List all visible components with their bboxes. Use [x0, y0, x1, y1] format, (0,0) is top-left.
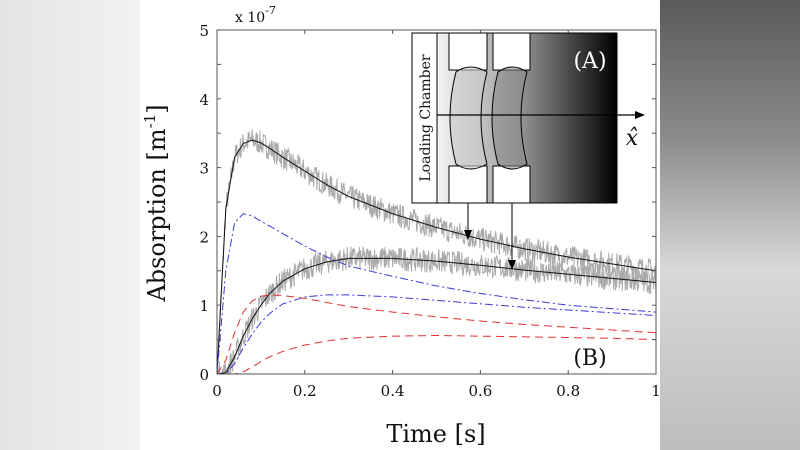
x-tick-label: 0.2 — [293, 382, 317, 400]
electrode — [448, 32, 488, 71]
background-left — [0, 0, 140, 450]
cell-region — [491, 66, 528, 170]
label-a: (A) — [573, 49, 606, 74]
arrow-down-icon — [508, 260, 516, 270]
x-tick-label: 1 — [651, 382, 661, 400]
series-line-1-solid — [216, 257, 657, 375]
x-axis-label: Time [s] — [386, 420, 485, 448]
electrode — [492, 32, 531, 71]
y-tick-label: 0 — [199, 366, 209, 384]
series-line-4-dashed — [216, 294, 656, 375]
y-tick-label: 4 — [199, 91, 209, 109]
x-tick-label: 0 — [212, 382, 222, 400]
series-line-2-dashdot — [216, 213, 657, 375]
background-right — [660, 0, 800, 450]
electrode — [448, 165, 488, 204]
y-tick-label: 1 — [199, 297, 209, 315]
series-line-3-dashdot — [217, 294, 656, 375]
x-tick-label: 0.4 — [381, 382, 405, 400]
series-lines — [216, 139, 657, 375]
x-tick-label: 0.6 — [468, 382, 492, 400]
series-line-5-dashed — [217, 335, 656, 375]
y-tick-label: 3 — [199, 160, 209, 178]
series-line-0-solid — [216, 139, 657, 375]
y-tick-label: 2 — [199, 228, 209, 246]
arrow-down-icon — [464, 230, 472, 240]
y-axis-label: Absorption [m-1] — [141, 104, 171, 302]
loading-chamber-label: Loading Chamber — [418, 54, 434, 182]
x-tick-label: 0.8 — [556, 382, 580, 400]
y-tick-label: 5 — [199, 22, 209, 40]
arrowhead-icon — [635, 111, 645, 119]
inset-diagram: Loading Chamber (A) x̂ — [411, 32, 645, 270]
cell-region — [449, 66, 488, 170]
electrode — [492, 165, 531, 204]
multiplier: x 10-7 — [235, 4, 276, 26]
ticks: 0 0.2 0.4 0.6 0.8 1 0 1 2 3 4 5 — [199, 22, 660, 400]
label-b: (B) — [573, 346, 606, 371]
x-hat-label: x̂ — [626, 126, 639, 151]
